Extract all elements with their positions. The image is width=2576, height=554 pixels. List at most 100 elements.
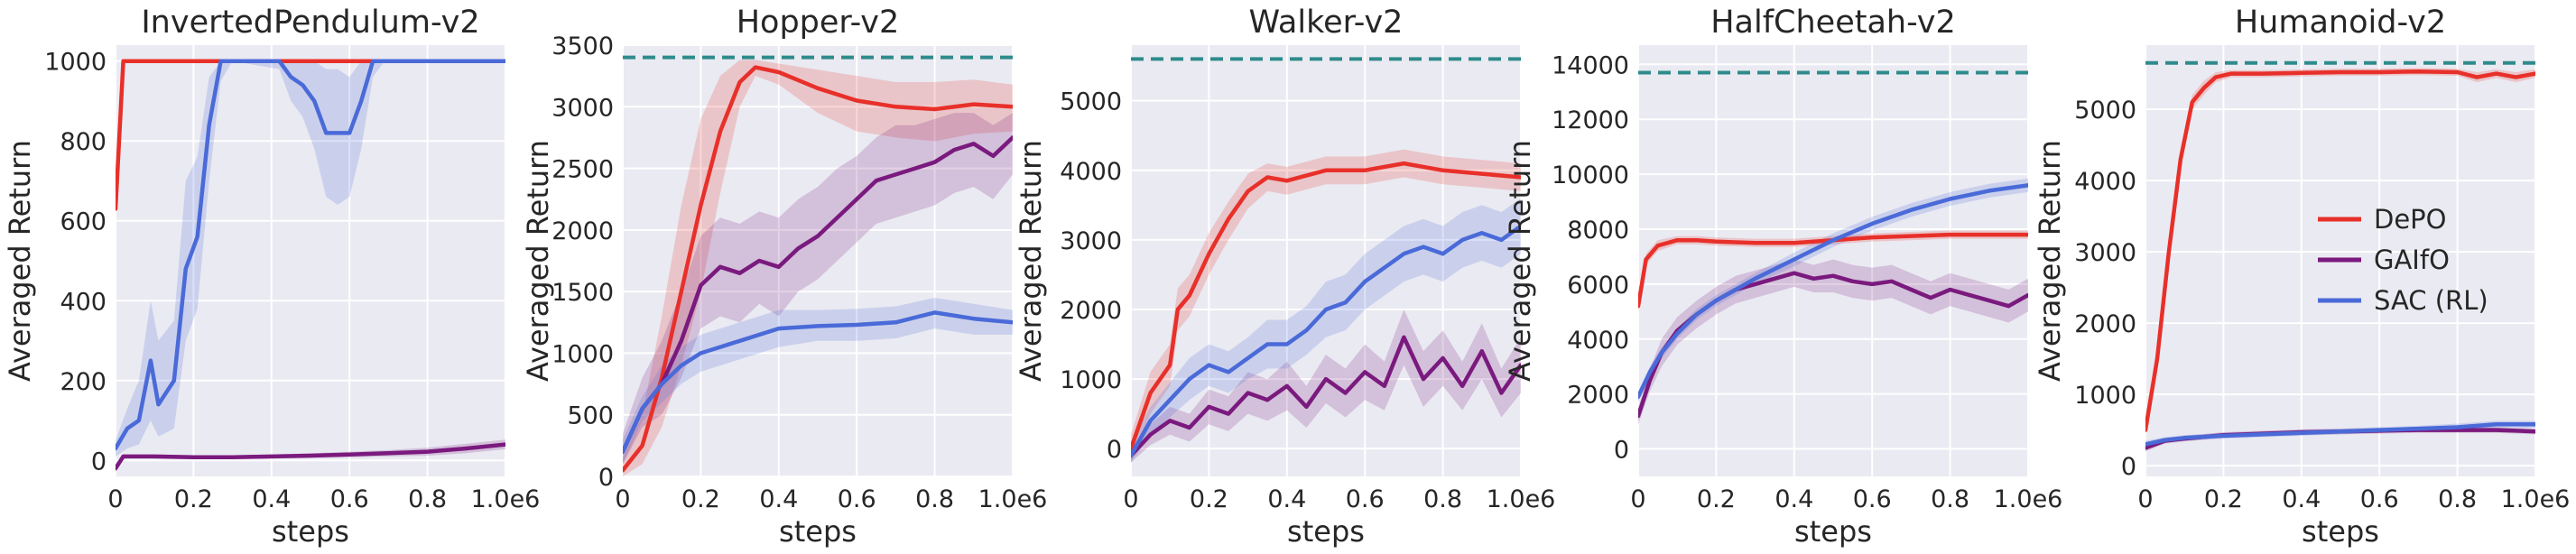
chart-panel-4: 0 0.2 0.4 0.6 0.8 1.0e6 0 2000 4000 6000 8000 10000… [1503,5,2062,549]
y-tick-label: 6000 [1567,272,1629,300]
y-tick-label: 2500 [551,156,614,184]
y-tick-label: 1500 [551,279,614,307]
y-axis-label: Averaged Return [1014,140,1048,382]
y-tick-label: 14000 [1552,51,1629,79]
series-line-depo [2145,69,2535,432]
series-line-gaifo [623,135,1013,454]
x-tick-label: 1.0e6 [471,485,541,513]
x-axis-label: steps [272,514,349,549]
y-tick-label: 8000 [1567,217,1629,245]
plot-content [623,55,1013,476]
band-gaifo [1638,259,2028,425]
y-axis-label: Averaged Return [3,140,37,382]
y-tick-label: 5000 [1060,88,1122,116]
x-tick-label: 1.0e6 [1994,485,2063,513]
x-tick-label: 0 [615,485,630,513]
plot-content [1638,70,2028,425]
y-tick-label: 3000 [551,94,614,122]
chart-panel-1: 0 0.2 0.4 0.6 0.8 1.0e6 0 200 400 600 800 1000 Inver… [3,5,540,549]
series-line-gaifo [1131,335,1521,458]
y-tick-label: 0 [598,464,614,492]
x-tick-label: 0.4 [1267,485,1306,513]
series-line-depo [1131,161,1521,451]
y-axis-label: Averaged Return [2033,140,2067,382]
y-tick-label: 800 [60,128,107,156]
x-tick-label: 1.0e6 [978,485,1048,513]
x-tick-label: 0.2 [1697,485,1736,513]
y-tick-label: 0 [91,448,107,476]
y-tick-label: 2000 [1567,382,1629,410]
legend-label: DePO [2374,204,2447,235]
x-tick-label: 0.4 [759,485,798,513]
band-gaifo [623,113,1013,465]
y-axis-label: Averaged Return [521,140,555,382]
panel-title: InvertedPendulum-v2 [141,5,479,41]
x-tick-label: 0.8 [2438,485,2477,513]
x-tick-label: 1.0e6 [2501,485,2571,513]
series-line-depo [116,59,391,211]
y-tick-label: 3000 [1060,227,1122,255]
y-tick-label: 5000 [2074,97,2136,125]
y-tick-label: 2000 [1060,297,1122,325]
y-tick-label: 10000 [1552,162,1629,189]
y-tick-label: 500 [567,402,614,430]
series-line-sac-rl [1131,224,1521,458]
band-gaifo [1131,309,1521,463]
band-depo [1131,149,1521,463]
x-tick-label: 1.0e6 [1487,485,1556,513]
y-tick-label: 0 [1107,436,1122,464]
y-axis-label: Averaged Return [1503,140,1537,382]
chart-panel-3: 0 0.2 0.4 0.6 0.8 1.0e6 0 1000 2000 3000 4000 5000 W… [1014,5,1555,549]
chart-panel-2: 0 0.2 0.4 0.6 0.8 1.0e6 0 500 1000 1500 2000 2500 30… [521,5,1047,549]
x-tick-label: 0.8 [1423,485,1462,513]
band-sac-rl [623,298,1013,465]
y-tick-label: 400 [60,288,107,316]
x-tick-label: 0.4 [1774,485,1813,513]
y-tick-label: 3500 [551,32,614,60]
x-tick-label: 0.4 [2282,485,2321,513]
x-tick-label: 0.2 [681,485,720,513]
series-line-gaifo [116,442,505,471]
y-tick-label: 2000 [2074,310,2136,338]
legend: DePO GAIfO SAC (RL) [2318,204,2488,316]
panel-title: Walker-v2 [1249,5,1404,41]
chart-panel-5: 0 0.2 0.4 0.6 0.8 1.0e6 0 1000 2000 3000 4000 5000 H… [2033,5,2570,549]
plot-area [116,45,505,476]
y-tick-label: 4000 [2074,168,2136,196]
x-axis-label: steps [779,514,857,549]
y-tick-label: 600 [60,208,107,236]
plot-area [1131,45,1521,476]
x-tick-label: 0.8 [408,485,447,513]
x-tick-label: 0.6 [838,485,876,513]
x-tick-label: 0.2 [2204,485,2243,513]
x-tick-label: 0 [1630,485,1645,513]
y-tick-label: 3000 [2074,239,2136,267]
panel-title: Humanoid-v2 [2235,5,2446,41]
x-tick-label: 0.6 [1853,485,1892,513]
series-line-depo [1638,232,2028,309]
y-tick-label: 1000 [2074,382,2136,410]
x-tick-label: 0.8 [915,485,954,513]
legend-label: GAIfO [2374,245,2450,275]
x-axis-label: steps [1287,514,1365,549]
x-tick-label: 0.4 [252,485,291,513]
x-tick-label: 0.2 [174,485,213,513]
series-line-sac-rl [2145,422,2535,447]
x-tick-label: 0.2 [1190,485,1228,513]
y-tick-label: 4000 [1567,327,1629,355]
plot-area [1638,45,2028,476]
y-tick-label: 1000 [44,49,107,77]
x-tick-label: 0 [107,485,123,513]
y-tick-label: 1000 [1060,366,1122,394]
plot-content [1131,57,1521,463]
band-sac-rl [116,60,505,457]
series-line-sac-rl [623,310,1013,454]
series-line-sac-rl [1638,183,2028,399]
x-tick-label: 0 [1123,485,1138,513]
y-tick-label: 2000 [551,217,614,245]
x-axis-label: steps [1794,514,1872,549]
x-tick-label: 0.8 [1931,485,1969,513]
y-tick-label: 4000 [1060,158,1122,186]
y-tick-label: 1000 [551,340,614,368]
plot-content [2145,60,2535,452]
